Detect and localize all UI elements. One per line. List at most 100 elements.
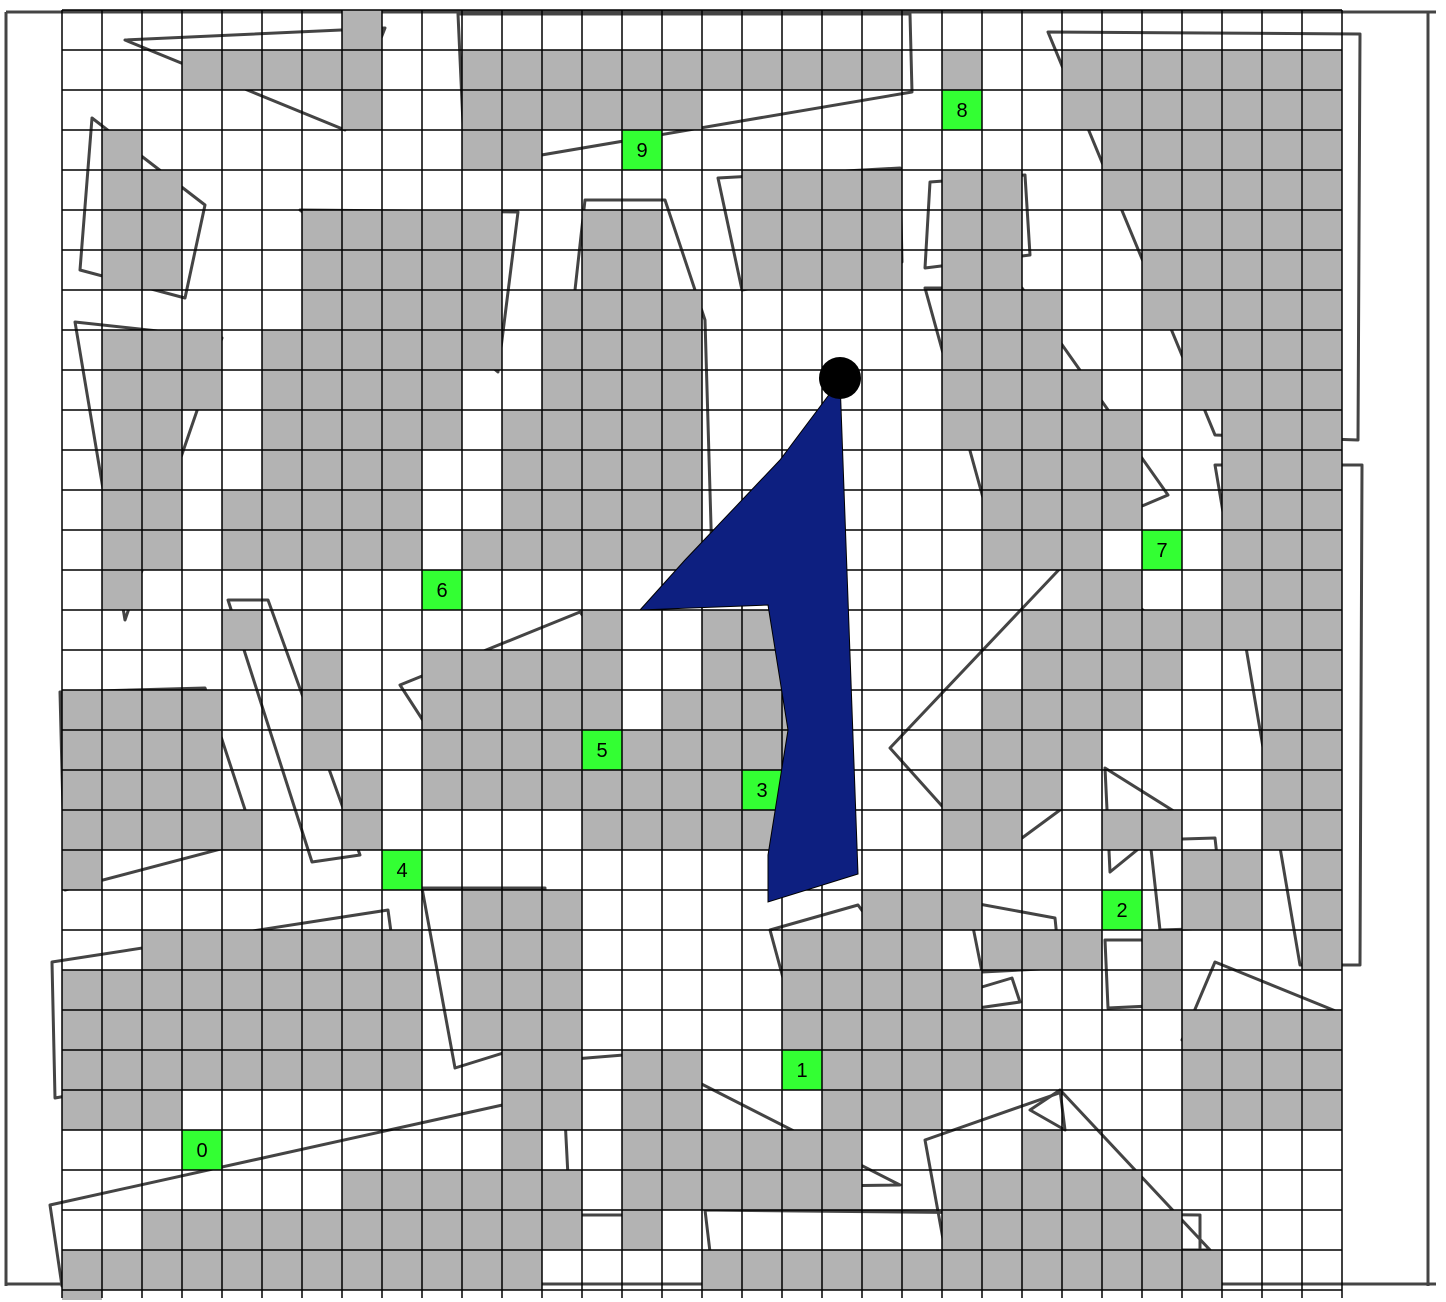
obstacle-cell bbox=[422, 690, 622, 730]
target-7: 7 bbox=[1142, 530, 1182, 570]
obstacle-cell bbox=[502, 450, 702, 490]
obstacle-cell bbox=[62, 1010, 422, 1050]
obstacle-cell bbox=[1062, 50, 1342, 90]
obstacle-cell bbox=[62, 810, 262, 850]
obstacle-cell bbox=[462, 930, 582, 970]
obstacle-cell bbox=[342, 90, 382, 130]
target-cell bbox=[782, 1050, 822, 1090]
obstacle-cell bbox=[302, 250, 502, 290]
obstacle-cell bbox=[942, 290, 1062, 330]
obstacle-cell bbox=[462, 890, 582, 930]
target-cell bbox=[742, 770, 782, 810]
target-cell bbox=[182, 1130, 222, 1170]
target-label: 2 bbox=[1116, 900, 1127, 922]
target-3: 3 bbox=[742, 770, 782, 810]
obstacle-cell bbox=[422, 650, 622, 690]
target-cell bbox=[1142, 530, 1182, 570]
obstacle-cell bbox=[462, 50, 902, 90]
agent-body bbox=[638, 378, 859, 903]
target-5: 5 bbox=[582, 730, 622, 770]
obstacle-cell bbox=[782, 970, 982, 1010]
obstacle-cell bbox=[582, 810, 782, 850]
obstacle-cell bbox=[302, 650, 342, 690]
obstacle-cell bbox=[862, 890, 982, 930]
obstacle-cell bbox=[1302, 850, 1342, 890]
target-label: 3 bbox=[756, 780, 767, 802]
obstacle-outline bbox=[226, 598, 362, 864]
obstacle-cell bbox=[982, 930, 1102, 970]
target-9: 9 bbox=[622, 130, 662, 170]
obstacle-cell bbox=[1022, 1130, 1062, 1170]
obstacle-cell bbox=[502, 490, 702, 530]
target-cell bbox=[422, 570, 462, 610]
target-2: 2 bbox=[1102, 890, 1142, 930]
obstacle-cell bbox=[342, 770, 382, 810]
target-8: 8 bbox=[942, 90, 982, 130]
obstacle-cell bbox=[302, 210, 502, 250]
obstacle-cell bbox=[1022, 610, 1222, 650]
obstacle-cell bbox=[1142, 970, 1182, 1010]
obstacle-cell bbox=[1062, 90, 1342, 130]
agent bbox=[638, 357, 861, 903]
obstacle-cell bbox=[942, 330, 1062, 370]
target-cell bbox=[1102, 890, 1142, 930]
obstacle-cell bbox=[1222, 530, 1342, 570]
target-label: 6 bbox=[436, 580, 447, 602]
target-label: 9 bbox=[636, 140, 647, 162]
obstacle-cell bbox=[1142, 210, 1342, 250]
obstacle-cell bbox=[302, 690, 342, 730]
obstacle-cell bbox=[462, 970, 582, 1010]
target-cell bbox=[622, 130, 662, 170]
obstacle-cell bbox=[302, 730, 342, 770]
obstacle-cell bbox=[1222, 570, 1342, 610]
target-markers: 0 1 2 3 4 5 6 7 8 9 bbox=[182, 90, 1182, 1170]
obstacle-cell bbox=[622, 1210, 662, 1250]
obstacle-cell bbox=[262, 370, 462, 410]
obstacle-cell bbox=[1302, 930, 1342, 970]
target-label: 5 bbox=[596, 740, 607, 762]
obstacle-cell bbox=[502, 410, 702, 450]
obstacle-cell bbox=[942, 1170, 1142, 1210]
obstacle-cell bbox=[142, 1210, 582, 1250]
obstacle-cell bbox=[262, 410, 462, 450]
obstacle-cell bbox=[1222, 610, 1342, 650]
obstacle-cell bbox=[702, 1250, 1222, 1290]
target-cell bbox=[942, 90, 982, 130]
obstacle-cell bbox=[182, 50, 382, 90]
obstacle-cell bbox=[342, 810, 382, 850]
target-label: 8 bbox=[956, 100, 967, 122]
obstacle-cell bbox=[342, 10, 382, 50]
obstacle-cell bbox=[102, 330, 222, 370]
obstacle-cell bbox=[942, 50, 982, 90]
obstacle-cell bbox=[502, 1130, 542, 1170]
target-label: 7 bbox=[1156, 540, 1167, 562]
obstacle-cell bbox=[1222, 410, 1342, 450]
obstacle-cell bbox=[942, 770, 1062, 810]
target-4: 4 bbox=[382, 850, 422, 890]
obstacle-cell bbox=[1222, 490, 1342, 530]
obstacle-cell bbox=[62, 1290, 102, 1300]
target-6: 6 bbox=[422, 570, 462, 610]
target-1: 1 bbox=[782, 1050, 822, 1090]
obstacle-cell bbox=[142, 930, 422, 970]
obstacle-cell bbox=[942, 410, 1142, 450]
obstacle-cell bbox=[822, 1050, 1022, 1090]
obstacle-cell bbox=[1302, 890, 1342, 930]
obstacle-cell bbox=[62, 1090, 182, 1130]
obstacle-cell bbox=[62, 1050, 422, 1090]
obstacle-cell bbox=[822, 1090, 942, 1130]
obstacle-cell bbox=[582, 610, 622, 650]
target-cell bbox=[582, 730, 622, 770]
agent-head bbox=[819, 357, 861, 399]
obstacle-cell bbox=[222, 610, 262, 650]
target-0: 0 bbox=[182, 1130, 222, 1170]
obstacle-cell bbox=[462, 1010, 582, 1050]
grid-lines bbox=[61, 9, 1343, 1298]
target-cell bbox=[382, 850, 422, 890]
obstacle-cell bbox=[222, 490, 422, 530]
target-label: 1 bbox=[796, 1060, 807, 1082]
obstacle-cell bbox=[62, 970, 422, 1010]
obstacle-cell bbox=[222, 530, 422, 570]
obstacle-cell bbox=[1142, 290, 1342, 330]
